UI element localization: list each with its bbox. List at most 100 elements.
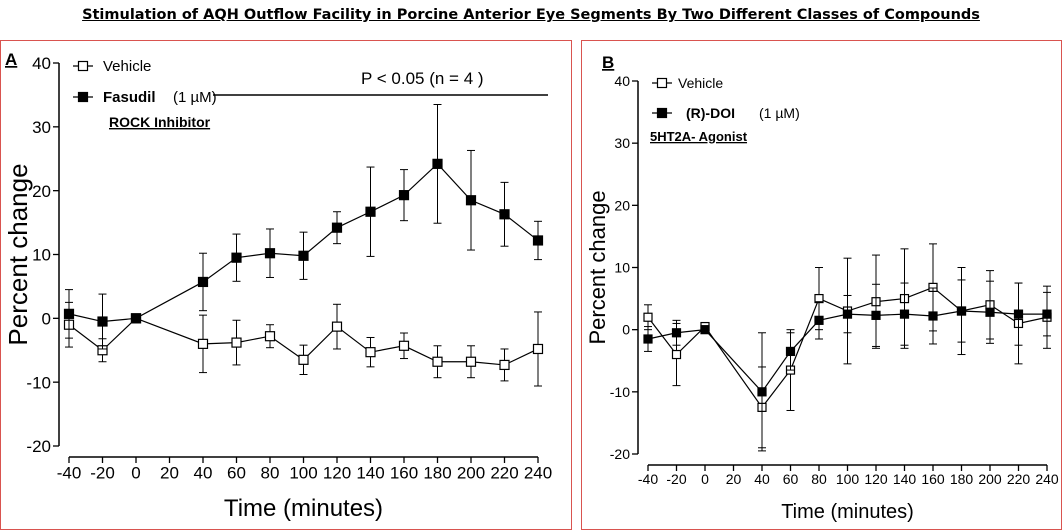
x-axis-label: Time (minutes)	[224, 495, 383, 522]
y-tick-label: 0	[622, 322, 630, 338]
chart-b-canvas: B -20 -10 0 10 20 30 40 -40 -20 0 20 40 60 80 100 120 140…	[585, 53, 1059, 523]
data-point-filled	[365, 206, 376, 217]
data-point-filled	[985, 307, 995, 317]
y-tick-label: 30	[614, 135, 630, 151]
legend-note: 5HT2A- Agonist	[650, 129, 748, 144]
y-tick-label: 0	[42, 309, 51, 328]
data-point-open	[231, 337, 242, 348]
panel-label: B	[602, 53, 614, 72]
x-tick-label: 80	[261, 464, 280, 483]
data-point-filled	[700, 325, 710, 335]
x-tick-label: 220	[1007, 471, 1031, 487]
legend-label-vehicle: Vehicle	[103, 58, 151, 75]
x-tick-label: 180	[950, 471, 974, 487]
x-tick-label: 180	[423, 464, 451, 483]
data-point-filled	[499, 209, 510, 220]
data-point-filled	[298, 250, 309, 261]
legend-dose: (1 µM)	[759, 105, 800, 121]
x-tick-label: 120	[323, 464, 351, 483]
x-tick-label: 220	[490, 464, 518, 483]
panel-label: A	[5, 50, 17, 69]
y-tick-label: -10	[610, 384, 630, 400]
data-point-filled	[532, 235, 544, 246]
data-point-filled	[1013, 309, 1024, 319]
series-line-0	[68, 317, 539, 366]
data-point-filled	[871, 310, 881, 320]
data-point-filled	[785, 346, 796, 357]
y-tick-label: 10	[32, 246, 51, 265]
x-tick-label: 240	[1035, 471, 1059, 487]
y-tick-label: -20	[26, 437, 51, 456]
legend-label-treatment: (R)-DOI	[686, 105, 735, 121]
legend-marker-vehicle	[656, 77, 668, 89]
legend-marker-vehicle	[77, 60, 89, 72]
data-point-open	[365, 347, 376, 358]
legend-label-treatment: Fasudil	[103, 89, 156, 106]
y-tick-label: 20	[614, 197, 630, 213]
x-tick-label: 240	[524, 464, 552, 483]
data-point-filled	[928, 311, 938, 321]
series-line-1	[68, 163, 539, 323]
data-point-open	[432, 356, 443, 367]
chart-panel-b: B -20 -10 0 10 20 30 40 -40 -20 0 20 40 60 80 100 120 140…	[581, 40, 1062, 530]
x-tick-label: 200	[457, 464, 485, 483]
data-point-filled	[264, 248, 276, 259]
data-point-filled	[956, 306, 967, 316]
x-tick-label: 40	[754, 471, 770, 487]
chart-a-canvas: A -20 -10 0 10 20 30 40 -40 -20 0 20 40 60 80 100 120 140…	[3, 50, 552, 522]
significance-label: P < 0.05 (n = 4 )	[361, 69, 484, 88]
y-tick-label: 40	[614, 73, 630, 89]
y-tick-label: 10	[614, 260, 630, 276]
x-tick-label: 40	[194, 464, 213, 483]
data-point-filled	[432, 158, 443, 169]
data-point-filled	[1042, 309, 1052, 319]
data-point-open	[499, 359, 510, 371]
x-tick-label: 80	[811, 471, 827, 487]
x-tick-label: -20	[90, 464, 115, 483]
x-tick-label: 140	[893, 471, 917, 487]
data-point-filled	[197, 276, 209, 288]
data-point-filled	[97, 316, 108, 327]
x-tick-label: 200	[978, 471, 1002, 487]
series-line-1	[647, 310, 1047, 393]
data-point-filled	[231, 252, 242, 263]
legend-marker-treatment	[77, 91, 89, 103]
data-point-filled	[757, 387, 767, 397]
data-point-open	[465, 356, 477, 367]
x-tick-label: 60	[227, 464, 246, 483]
data-point-open	[197, 338, 209, 349]
x-tick-label: 140	[356, 464, 384, 483]
x-tick-label: -20	[666, 471, 686, 487]
data-point-filled	[643, 334, 653, 344]
y-axis-label: Percent change	[585, 190, 610, 344]
x-tick-label: 100	[836, 471, 860, 487]
data-point-open	[671, 349, 682, 360]
data-point-filled	[842, 309, 853, 319]
data-point-open	[298, 354, 309, 365]
x-tick-label: 60	[783, 471, 799, 487]
data-point-filled	[331, 222, 343, 233]
data-point-open	[398, 340, 410, 351]
x-tick-label: 20	[160, 464, 179, 483]
x-axis-label: Time (minutes)	[781, 501, 914, 523]
y-tick-label: 30	[32, 118, 51, 137]
data-point-filled	[814, 315, 824, 325]
x-tick-label: 0	[131, 464, 140, 483]
data-point-filled	[398, 190, 410, 201]
y-tick-label: 40	[32, 54, 51, 73]
data-point-filled	[130, 313, 142, 324]
x-tick-label: -40	[638, 471, 658, 487]
x-tick-label: 0	[701, 471, 709, 487]
x-tick-label: 20	[726, 471, 742, 487]
data-point-filled	[899, 309, 910, 319]
y-tick-label: -10	[26, 373, 51, 392]
legend-dose: (1 µM)	[173, 89, 217, 106]
y-axis-label: Percent change	[3, 163, 33, 345]
x-tick-label: 120	[864, 471, 888, 487]
y-tick-label: 20	[32, 182, 51, 201]
chart-panel-a: A -20 -10 0 10 20 30 40 -40 -20 0 20 40 60 80 100 120 140…	[0, 40, 572, 530]
x-tick-label: 160	[390, 464, 418, 483]
data-point-filled	[465, 195, 477, 206]
data-point-filled	[671, 328, 682, 338]
data-point-filled	[63, 308, 75, 319]
